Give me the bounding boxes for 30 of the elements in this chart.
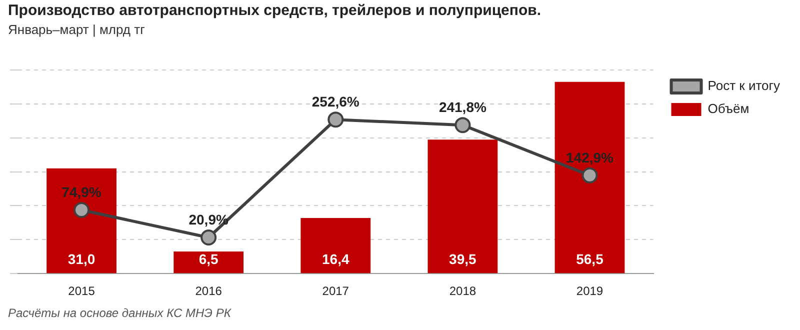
legend-label: Рост к итогу xyxy=(708,78,780,94)
x-tick-label: 2015 xyxy=(68,284,96,298)
legend-label: Объём xyxy=(708,101,750,116)
data-label: 74,9% xyxy=(62,184,102,200)
chart-subtitle: Январь–март | млрд тг xyxy=(8,22,145,37)
bar xyxy=(174,252,244,274)
bar xyxy=(554,82,625,274)
x-tick-label: 2018 xyxy=(449,284,476,298)
x-tick-label: 2016 xyxy=(195,284,222,298)
bar xyxy=(46,168,116,274)
data-label: 16,4 xyxy=(322,250,350,267)
point xyxy=(328,112,344,128)
point xyxy=(200,230,217,246)
data-label: 56,5 xyxy=(576,250,604,267)
bar xyxy=(428,140,498,274)
data-label: 241,8% xyxy=(438,98,487,115)
data-label: 20,9% xyxy=(188,211,229,228)
bar xyxy=(300,218,371,274)
point xyxy=(74,202,90,218)
data-label: 6,5 xyxy=(198,250,219,267)
data-label: 31,0 xyxy=(68,250,96,267)
data-label: 142,9% xyxy=(566,149,614,166)
point xyxy=(454,117,471,134)
text: Расчёты на основе данных КС МНЭ РК xyxy=(8,306,231,320)
data-label: 39,5 xyxy=(449,250,477,267)
point xyxy=(582,167,598,184)
chart-title: Производство автотранспортных средств, трейлеров и полуприцепов. xyxy=(8,2,542,19)
data-label: 252,6% xyxy=(312,93,360,110)
x-tick-label: 2017 xyxy=(322,284,350,298)
x-tick-label: 2019 xyxy=(576,284,604,298)
